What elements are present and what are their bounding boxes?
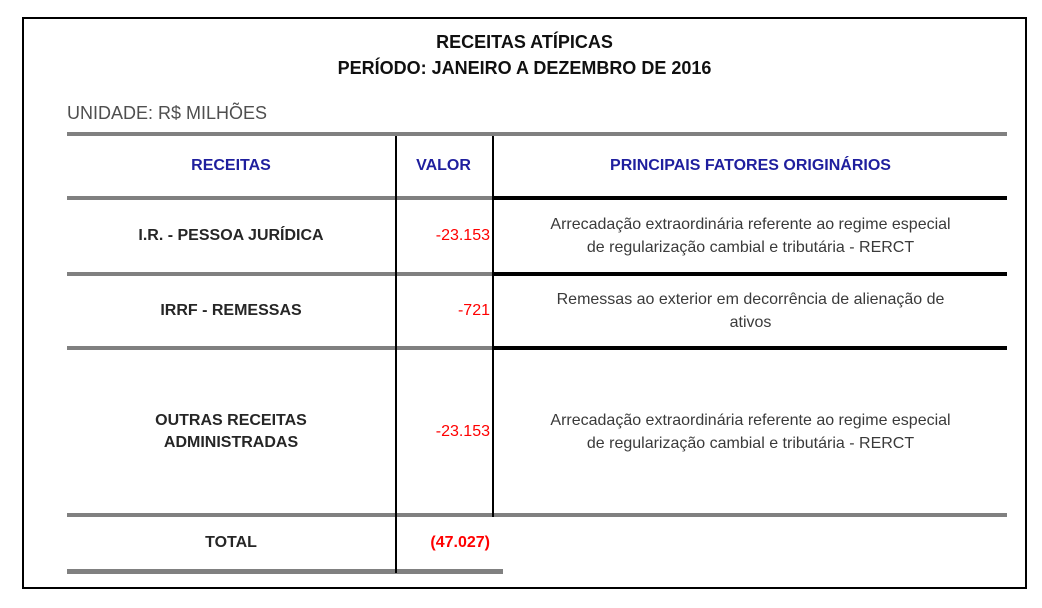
header-cell-fatores: PRINCIPAIS FATORES ORIGINÁRIOS — [494, 136, 1007, 196]
fator-line: de regularização cambial e tributária - … — [586, 434, 915, 452]
grid-line-row2-bottom-black — [494, 346, 1007, 350]
fator-line: Remessas ao exterior em decorrência de a… — [556, 291, 945, 308]
table-row-1-valor: -23.153 — [397, 200, 493, 272]
header-label-receitas: RECEITAS — [191, 157, 271, 174]
valor-amount: -721 — [457, 302, 490, 319]
fator-line: Arrecadação extraordinária referente ao … — [550, 411, 951, 429]
receita-name: ADMINISTRADAS — [163, 433, 299, 451]
report-title: RECEITAS ATÍPICAS PERÍODO: JANEIRO A DEZ… — [22, 29, 1027, 81]
grid-line-row1-bottom-black — [494, 272, 1007, 276]
header-cell-valor: VALOR — [397, 136, 490, 196]
report-title-line2: PERÍODO: JANEIRO A DEZEMBRO DE 2016 — [337, 58, 712, 78]
report-title-line1: RECEITAS ATÍPICAS — [436, 32, 613, 52]
table-row-2-fator: Remessas ao exterior em decorrência de a… — [494, 276, 1007, 346]
receita-name: I.R. - PESSOA JURÍDICA — [138, 227, 324, 244]
grid-line-header-bottom-black — [494, 196, 1007, 200]
fator-line: Arrecadação extraordinária referente ao … — [550, 216, 951, 233]
fator-line: de regularização cambial e tributária - … — [586, 239, 915, 256]
header-cell-receitas: RECEITAS — [67, 136, 395, 196]
receita-name: IRRF - REMESSAS — [160, 302, 302, 319]
table-row-2-receita: IRRF - REMESSAS — [67, 276, 395, 346]
grid-line-row3-bottom — [67, 513, 1007, 517]
table-row-3-receita: OUTRAS RECEITAS ADMINISTRADAS — [67, 350, 395, 513]
document-border — [22, 17, 1027, 589]
valor-amount: -23.153 — [435, 227, 490, 244]
table-row-2-valor: -721 — [397, 276, 493, 346]
grid-line-header-bottom-gray — [67, 196, 494, 200]
table-row-3-valor: -23.153 — [397, 350, 493, 513]
grid-line-table-top — [67, 132, 1007, 136]
header-label-valor: VALOR — [416, 157, 471, 174]
total-row-label-cell: TOTAL — [67, 517, 395, 569]
fator-line: ativos — [729, 314, 772, 331]
grid-line-row1-bottom-gray — [67, 272, 494, 276]
total-label: TOTAL — [205, 534, 257, 551]
grid-line-table-bottom — [67, 569, 503, 574]
header-label-fatores: PRINCIPAIS FATORES ORIGINÁRIOS — [610, 157, 891, 174]
table-row-3-fator: Arrecadação extraordinária referente ao … — [494, 350, 1007, 513]
total-amount: (47.027) — [430, 534, 490, 551]
unit-label: UNIDADE: R$ MILHÕES — [67, 103, 268, 123]
column-divider-receitas-valor — [395, 136, 397, 573]
table-row-1-receita: I.R. - PESSOA JURÍDICA — [67, 200, 395, 272]
receita-name: OUTRAS RECEITAS — [155, 411, 307, 429]
grid-line-row2-bottom-gray — [67, 346, 494, 350]
table-row-1-fator: Arrecadação extraordinária referente ao … — [494, 200, 1007, 272]
column-divider-valor-fatores — [492, 136, 494, 517]
valor-amount: -23.153 — [435, 422, 490, 440]
total-row-value-cell: (47.027) — [397, 517, 493, 569]
